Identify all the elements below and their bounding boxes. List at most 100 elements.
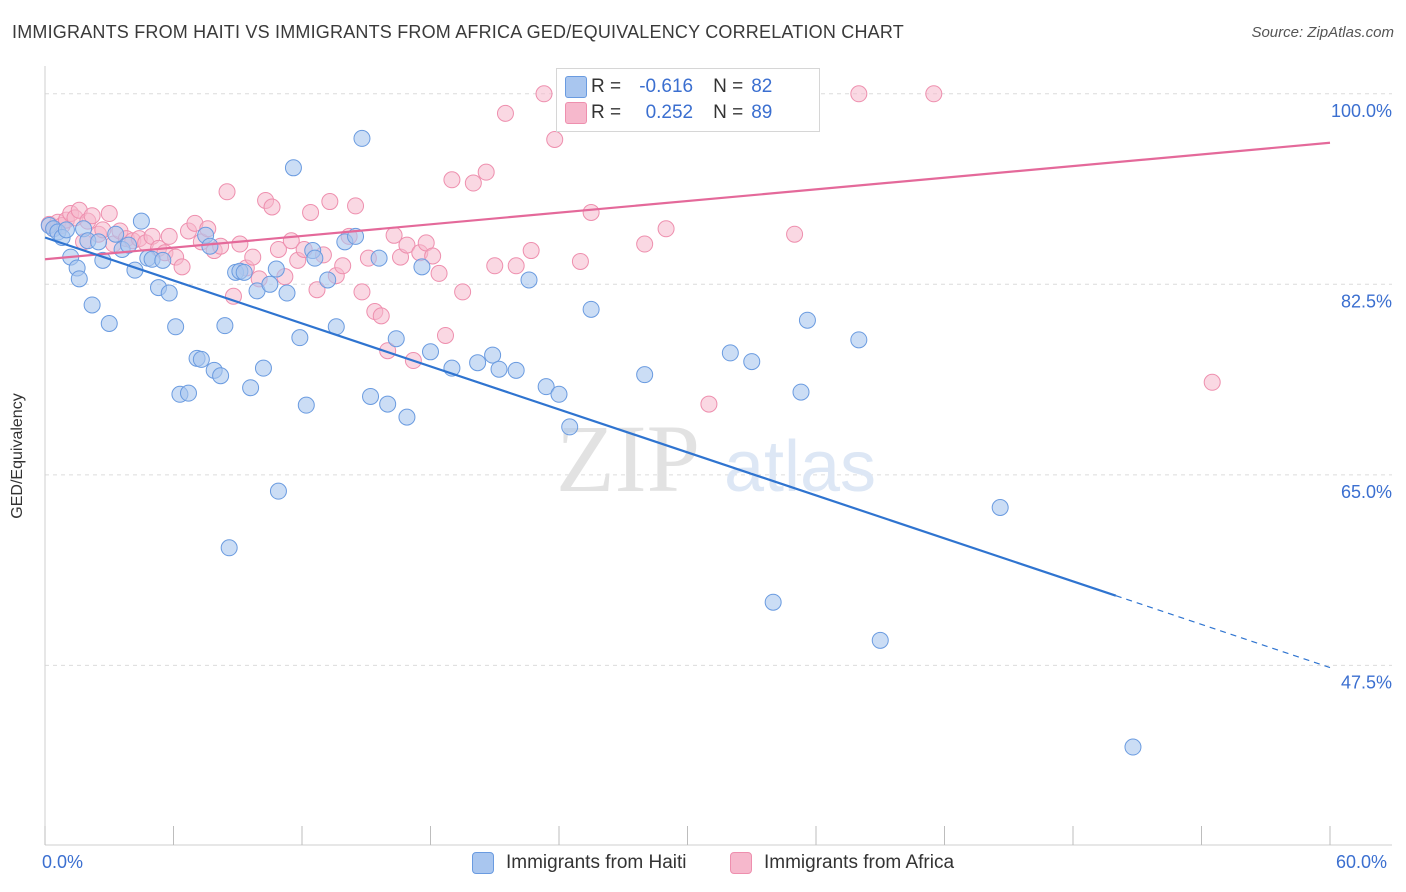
y-tick-label: 82.5% [1341,291,1392,311]
haiti-point [991,498,1009,516]
haiti-point [484,346,502,364]
haiti-point [721,344,739,362]
legend-n-value: 82 [751,76,773,97]
haiti-point [291,329,309,347]
africa-point [269,240,287,258]
haiti-point [798,311,816,329]
haiti-point [306,249,324,267]
africa-point [308,281,326,299]
africa-points [40,85,1221,413]
x-tick-label-max: 60.0% [1336,852,1388,872]
haiti-point [278,284,296,302]
africa-point [657,220,675,238]
africa-point [83,207,101,225]
haiti-point [582,300,600,318]
africa-point [700,395,718,413]
haiti-point [267,260,285,278]
africa-point [571,252,589,270]
africa-point [454,283,472,301]
haiti-point [179,384,197,402]
africa-point [430,264,448,282]
haiti-point [370,249,388,267]
africa-point [334,257,352,275]
africa-point [398,236,416,254]
africa-point [443,171,461,189]
haiti-point [550,385,568,403]
haiti-point [167,318,185,336]
watermark-zip: ZIP [556,405,700,512]
haiti-point [220,539,238,557]
africa-trend-line [44,141,1331,261]
legend-row-africa: R = 0.252 N = 89 [565,100,773,126]
africa-point [231,235,249,253]
africa-point [477,163,495,181]
africa-point [496,104,514,122]
africa-point [353,283,371,301]
africa-point [263,198,281,216]
haiti-point [83,296,101,314]
africa-point [464,174,482,192]
haiti-point [537,378,555,396]
haiti-point [743,353,761,371]
haiti-point [57,221,75,239]
africa-point [100,205,118,223]
grid-lines [45,93,1392,666]
haiti-point [413,258,431,276]
haiti-point [284,159,302,177]
africa-point [347,197,365,215]
haiti-point [297,396,315,414]
haiti-point [764,593,782,611]
legend-r-label: R = [591,76,622,97]
x-tick-label-min: 0.0% [42,852,84,872]
africa-point [244,248,262,266]
legend-r-value: -0.616 [639,76,694,97]
haiti-point [792,383,810,401]
africa-point [372,307,390,325]
africa-point [173,258,191,276]
haiti-point [850,331,868,349]
legend-label-africa: Immigrants from Africa [764,852,955,873]
haiti-point [490,360,508,378]
haiti-point [561,418,579,436]
haiti-point [154,251,172,269]
haiti-point [242,379,260,397]
legend-n-value: 89 [751,102,773,123]
correlation-legend: R = -0.616 N = 82 R = 0.252 N = 89 [556,68,820,132]
haiti-point [160,284,178,302]
source-credit: Source: ZipAtlas.com [1251,24,1394,41]
series-legend: Immigrants from Haiti Immigrants from Af… [0,852,1406,876]
africa-point [321,193,339,211]
legend-item-haiti: Immigrants from Haiti [472,852,687,874]
legend-swatch-haiti [472,852,494,874]
legend-item-africa: Immigrants from Africa [730,852,954,874]
trend-lines [44,141,1331,669]
africa-point [302,203,320,221]
watermark-atlas: atlas [724,427,876,507]
haiti-point [398,408,416,426]
africa-point [424,247,442,265]
africa-point [925,85,943,103]
africa-point [218,183,236,201]
haiti-points [40,129,1142,756]
haiti-point [90,233,108,251]
haiti-point [235,263,253,281]
legend-row-haiti: R = -0.616 N = 82 [565,74,773,100]
africa-point [160,227,178,245]
africa-point [636,235,654,253]
africa-point [546,131,564,149]
chart-title: IMMIGRANTS FROM HAITI VS IMMIGRANTS FROM… [12,22,904,42]
haiti-point [100,314,118,332]
haiti-point [520,271,538,289]
haiti-trend-extension [1115,595,1331,669]
y-tick-label: 47.5% [1341,672,1392,692]
legend-swatch-haiti [565,76,587,98]
haiti-point [871,631,889,649]
haiti-point [261,275,279,293]
haiti-point [254,359,272,377]
africa-point [1203,373,1221,391]
haiti-point [507,361,525,379]
africa-point [379,342,397,360]
africa-point [582,203,600,221]
legend-label-haiti: Immigrants from Haiti [506,852,687,873]
